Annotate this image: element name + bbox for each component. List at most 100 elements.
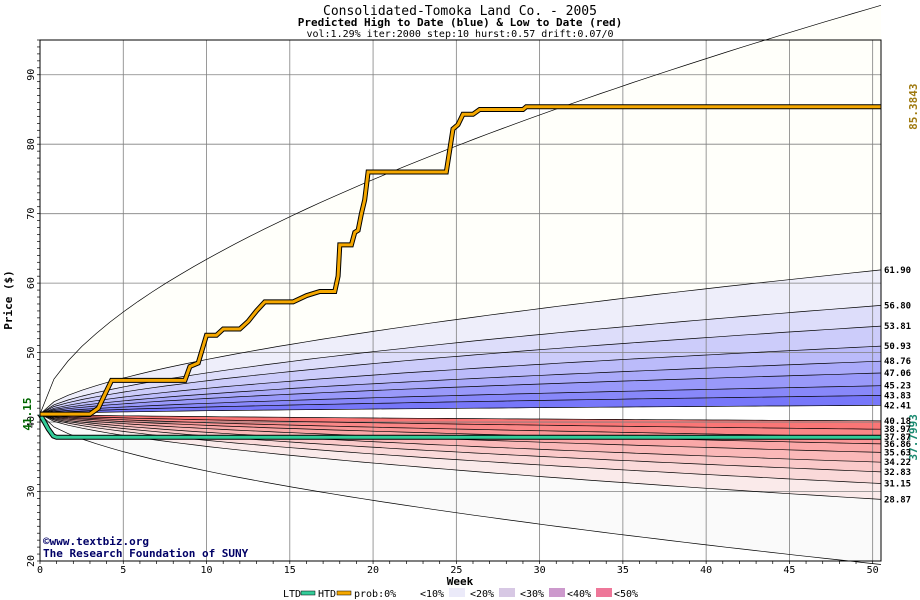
quantile-line (39, 413, 882, 422)
right-quantile-label: 48.76 (884, 357, 911, 367)
x-tick-label: 15 (284, 565, 296, 576)
legend-swatch-20 (499, 588, 515, 597)
y-tick-label: 80 (26, 138, 37, 150)
right-quantile-label: 32.83 (884, 468, 911, 478)
quantile-lines (39, 4, 882, 565)
x-tick-label: 45 (783, 565, 795, 576)
x-axis-ticks: 0 5 10 15 20 25 30 35 40 45 50 (37, 565, 879, 576)
probability-band (40, 414, 881, 453)
x-tick-label: 35 (617, 565, 629, 576)
x-tick-label: 0 (37, 565, 43, 576)
quantile-line (39, 404, 882, 415)
right-quantile-label: 42.41 (884, 401, 911, 411)
probability-band (40, 414, 881, 565)
right-quantile-label: 28.87 (884, 495, 911, 505)
series (37, 104, 881, 440)
x-tick-label: 10 (201, 565, 213, 576)
right-quantile-label: 43.83 (884, 391, 911, 401)
probability-band (40, 395, 881, 415)
x-axis-label: Week (447, 575, 474, 588)
x-tick-label: 40 (700, 565, 712, 576)
y-tick-label: 40 (26, 416, 37, 428)
plot-frame (39, 39, 882, 562)
watermark-line2: The Research Foundation of SUNY (43, 547, 249, 560)
probability-band (40, 269, 881, 415)
y-tick-label: 30 (26, 486, 37, 498)
quantile-line (39, 413, 882, 445)
quantile-line (39, 413, 882, 463)
right-quantile-label: 50.93 (884, 342, 911, 352)
quantile-line (39, 372, 882, 415)
quantile-line (39, 413, 882, 430)
probability-band (40, 414, 881, 463)
legend-swatch-30 (549, 588, 565, 597)
y-axis-ticks: 20 30 40 50 60 70 80 90 (26, 69, 37, 567)
quantile-line (39, 4, 882, 415)
right-quantile-label: 47.06 (884, 369, 911, 379)
y-tick-label: 90 (26, 69, 37, 81)
x-tick-label: 5 (120, 565, 126, 576)
probability-band (40, 346, 881, 415)
legend-htd-label: HTD (318, 589, 336, 600)
quantile-line (39, 385, 882, 415)
legend-bin-label: <50% (614, 589, 638, 600)
plot-area (37, 4, 882, 565)
x-tick-label: 25 (450, 565, 462, 576)
right-quantile-label: 40.18 (884, 417, 911, 427)
quantile-line (39, 305, 882, 415)
x-tick-label: 30 (534, 565, 546, 576)
y-tick-label: 20 (26, 555, 37, 567)
y-tick-label: 50 (26, 347, 37, 359)
quantile-line (39, 413, 882, 565)
right-quantile-label: 36.86 (884, 440, 911, 450)
quantile-line (39, 413, 882, 438)
right-quantile-label: 61.90 (884, 266, 911, 276)
chart-title: Consolidated-Tomoka Land Co. - 2005 (323, 4, 597, 19)
probability-band (40, 361, 881, 415)
ltd-line (38, 413, 881, 439)
right-quantile-label: 34.22 (884, 458, 911, 468)
legend: LTD HTD prob:0% <10% <20% <30% <40% <50% (283, 588, 638, 600)
legend-swatch-0 (397, 588, 411, 597)
right-quantile-label: 35.63 (884, 448, 911, 458)
quantile-line (39, 345, 882, 415)
quantile-line (39, 269, 882, 415)
quantile-line (39, 325, 882, 415)
probability-band (40, 414, 881, 484)
right-quantile-label: 38.97 (884, 425, 911, 435)
probability-band (40, 326, 881, 415)
right-quantile-label: 45.23 (884, 382, 911, 392)
legend-bin-label: <40% (567, 589, 591, 600)
right-quantile-labels: 61.90 56.80 53.81 50.93 48.76 47.06 45.2343.83… (884, 266, 911, 505)
start-price-label: 41.15 (21, 398, 34, 431)
y-tick-label: 70 (26, 208, 37, 220)
right-quantile-label: 56.80 (884, 301, 911, 311)
probability-band (40, 305, 881, 415)
legend-ltd-label: LTD (283, 589, 301, 600)
legend-swatch-10 (449, 588, 465, 597)
right-quantile-label: 31.15 (884, 480, 911, 490)
legend-swatch-40 (596, 588, 612, 597)
quantile-line (39, 360, 882, 415)
quantile-line (39, 413, 882, 500)
x-tick-label: 50 (867, 565, 879, 576)
probability-band (40, 414, 881, 472)
y-axis-label: Price ($) (2, 270, 15, 330)
ltd-final-label: 37.7993 (907, 414, 920, 460)
probability-band (40, 414, 881, 500)
right-quantile-label: 53.81 (884, 322, 911, 332)
legend-bin-label: <10% (420, 589, 444, 600)
quantile-line (39, 413, 882, 473)
x-tick-label: 20 (367, 565, 379, 576)
legend-htd-swatch (336, 590, 352, 596)
quantile-line (39, 395, 882, 415)
legend-prob-label: prob:0% (354, 589, 396, 600)
chart-params: vol:1.29% iter:2000 step:10 hurst:0.57 d… (306, 29, 613, 40)
probability-band (40, 414, 881, 430)
right-quantile-label: 37.87 (884, 433, 911, 443)
legend-bin-label: <20% (470, 589, 494, 600)
htd-final-label: 85.3843 (907, 84, 920, 130)
htd-line (40, 105, 881, 416)
probability-band (40, 414, 881, 437)
